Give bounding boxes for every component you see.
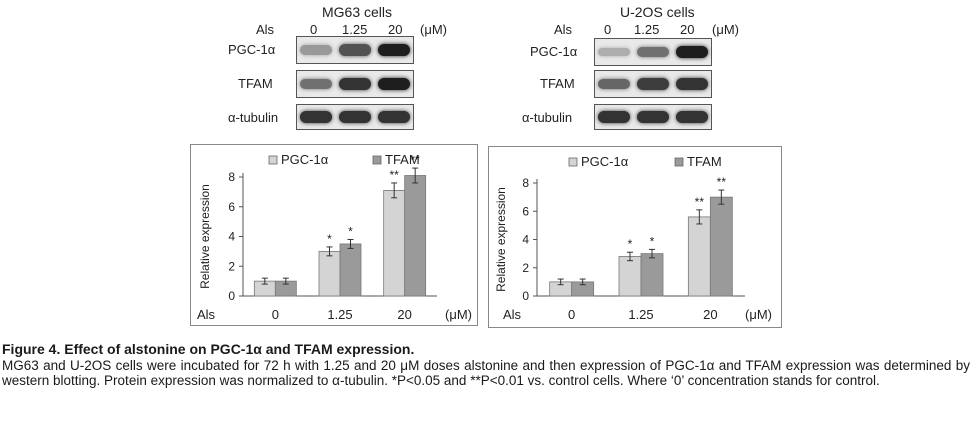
blot-band	[377, 111, 410, 123]
blot-lane-label: 1.25	[634, 22, 660, 37]
legend-swatch	[674, 157, 684, 167]
significance-marker: *	[650, 234, 655, 248]
significance-marker: *	[327, 232, 332, 246]
x-axis-unit: (μM)	[445, 307, 472, 322]
y-tick-label: 2	[522, 261, 529, 275]
blot-band	[598, 47, 631, 57]
x-tick-label: 1.25	[327, 307, 352, 322]
y-axis-title: Relative expression	[494, 187, 508, 292]
blot-lane-label: 0	[310, 22, 318, 37]
western-blot-strip	[296, 104, 414, 130]
western-blot-strip	[594, 38, 712, 66]
bar	[383, 189, 406, 297]
significance-marker: **	[695, 195, 705, 209]
blot-band	[339, 111, 371, 123]
bar	[709, 196, 733, 297]
blot-title-mg63: MG63 cells	[322, 4, 393, 20]
blot-band	[300, 45, 333, 55]
y-tick-label: 0	[228, 289, 235, 303]
blot-title-u2os: U-2OS cells	[620, 4, 695, 20]
significance-marker: **	[717, 175, 727, 189]
y-tick-label: 4	[522, 233, 529, 247]
legend-swatch	[372, 155, 382, 165]
blot-band	[300, 111, 333, 123]
blot-lane-label: 20	[680, 22, 695, 37]
blot-treatment-label: Als	[256, 22, 275, 37]
bar-chart-panel-mg63: 0 2 4 6 8 Relative expression 0 * * 1.25 ** ** 20 Als…	[190, 144, 478, 326]
bar	[339, 243, 362, 297]
bar	[687, 216, 711, 297]
y-tick-label: 0	[522, 289, 529, 303]
western-blot-strip	[296, 70, 414, 98]
significance-marker: *	[628, 237, 633, 251]
blot-unit-label: (μM)	[712, 22, 739, 37]
blot-row-label: α-tubulin	[522, 110, 573, 125]
blot-row-label: TFAM	[238, 76, 273, 91]
blot-treatment-label: Als	[554, 22, 573, 37]
blot-unit-label: (μM)	[420, 22, 447, 37]
bar	[618, 256, 642, 297]
blot-band	[300, 78, 333, 90]
legend-swatch	[268, 155, 278, 165]
bar	[318, 250, 341, 297]
x-axis-prefix: Als	[503, 307, 522, 322]
y-tick-label: 6	[228, 200, 235, 214]
figure-caption-body: MG63 and U-2OS cells were incubated for …	[2, 358, 970, 388]
legend-label: PGC-1α	[281, 152, 329, 167]
blot-band	[675, 111, 708, 123]
legend-label: TFAM	[687, 154, 722, 169]
x-tick-label: 1.25	[628, 307, 653, 322]
x-tick-label: 0	[568, 307, 575, 322]
legend-label: PGC-1α	[581, 154, 629, 169]
blot-band	[339, 77, 371, 91]
bar	[640, 253, 664, 297]
blot-band	[637, 111, 669, 123]
western-blot-strip	[594, 104, 712, 130]
legend-swatch	[568, 157, 578, 167]
y-tick-label: 2	[228, 259, 235, 273]
blot-lane-label: 0	[604, 22, 612, 37]
figure-caption-title: Figure 4. Effect of alstonine on PGC-1α …	[2, 341, 415, 357]
blot-band	[339, 44, 371, 56]
legend-label: TFAM	[385, 152, 420, 167]
y-axis-title: Relative expression	[198, 184, 212, 289]
y-tick-label: 8	[228, 170, 235, 184]
x-tick-label: 20	[397, 307, 411, 322]
blot-lane-label: 1.25	[342, 22, 368, 37]
western-blot-strip	[296, 36, 414, 64]
blot-row-label: PGC-1α	[530, 44, 578, 59]
significance-marker: *	[348, 224, 353, 238]
blot-band	[675, 45, 708, 59]
blot-lane-label: 20	[388, 22, 403, 37]
bar-chart-panel-u2os: 0 2 4 6 8 Relative expression 0 * * 1.25 ** ** 20 Als…	[488, 146, 782, 328]
significance-marker: **	[389, 168, 399, 182]
x-axis-unit: (μM)	[745, 307, 772, 322]
bar	[404, 175, 427, 297]
y-tick-label: 4	[228, 230, 235, 244]
significance-marker: **	[410, 153, 420, 167]
y-tick-label: 6	[522, 204, 529, 218]
blot-band	[377, 77, 410, 91]
x-tick-label: 20	[703, 307, 717, 322]
blot-band	[637, 46, 669, 58]
blot-row-label: α-tubulin	[228, 110, 279, 125]
blot-band	[598, 78, 631, 90]
blot-band	[675, 77, 708, 91]
blot-band	[598, 111, 631, 123]
blot-band	[377, 43, 410, 57]
x-tick-label: 0	[272, 307, 279, 322]
blot-row-label: TFAM	[540, 76, 575, 91]
y-tick-label: 8	[522, 176, 529, 190]
x-axis-prefix: Als	[197, 307, 216, 322]
blot-row-label: PGC-1α	[228, 42, 276, 57]
blot-band	[637, 78, 669, 90]
western-blot-strip	[594, 70, 712, 98]
